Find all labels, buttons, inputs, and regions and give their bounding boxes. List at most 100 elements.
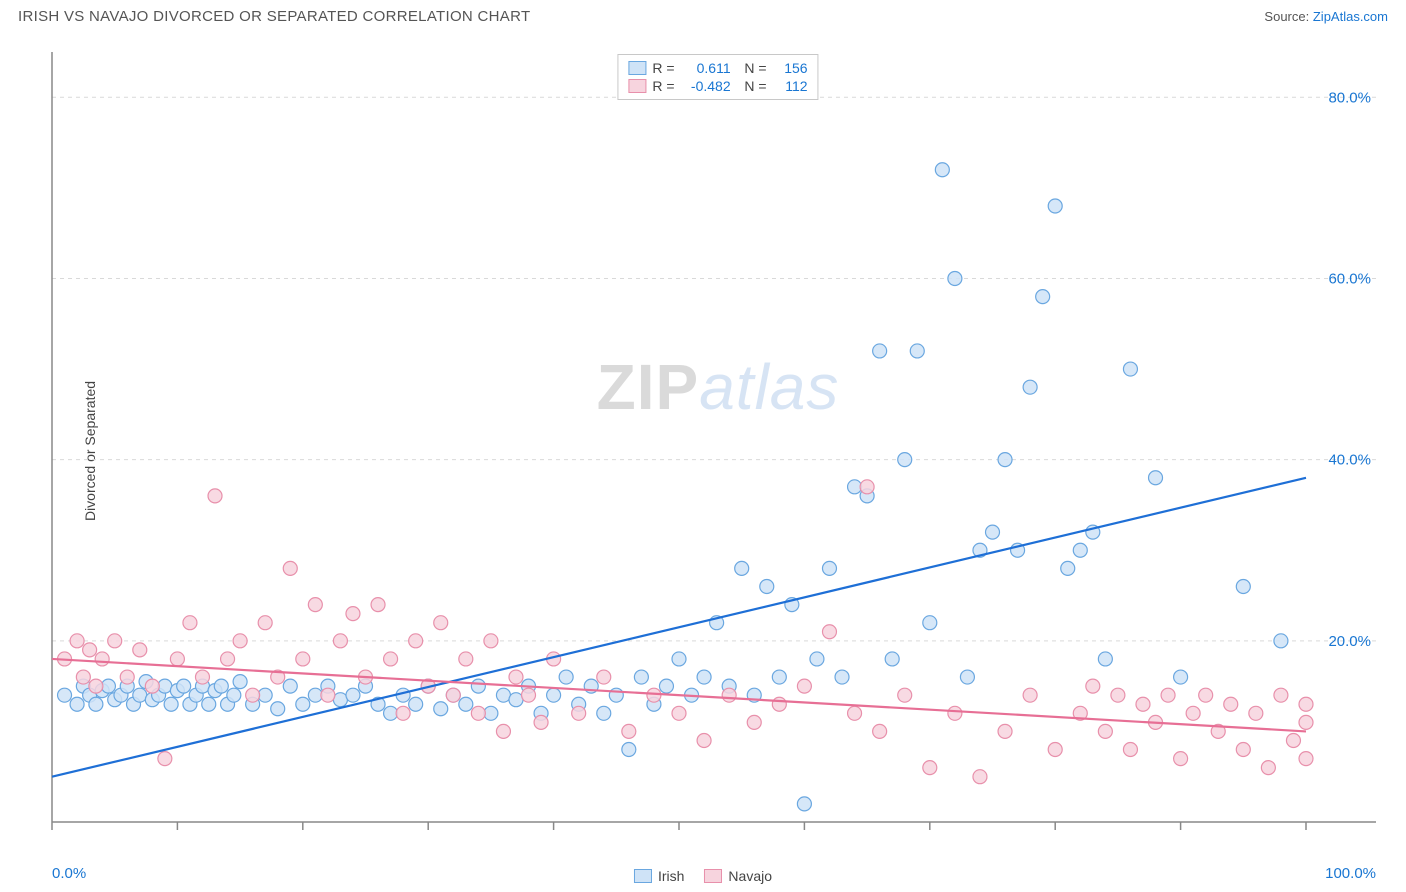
data-point-irish xyxy=(622,743,636,757)
data-point-irish xyxy=(986,525,1000,539)
data-point-navajo xyxy=(170,652,184,666)
legend-swatch xyxy=(634,869,652,883)
data-point-navajo xyxy=(133,643,147,657)
data-point-irish xyxy=(283,679,297,693)
n-label: N = xyxy=(737,78,767,94)
data-point-irish xyxy=(70,697,84,711)
data-point-irish xyxy=(797,797,811,811)
data-point-irish xyxy=(1123,362,1137,376)
n-value: 112 xyxy=(773,78,808,94)
data-point-irish xyxy=(873,344,887,358)
data-point-navajo xyxy=(522,688,536,702)
source-label: Source: xyxy=(1264,9,1309,24)
legend-label: Navajo xyxy=(728,868,772,884)
trend-line-irish xyxy=(52,478,1306,777)
data-point-irish xyxy=(1236,579,1250,593)
data-point-navajo xyxy=(346,607,360,621)
data-point-navajo xyxy=(208,489,222,503)
data-point-irish xyxy=(1048,199,1062,213)
data-point-navajo xyxy=(409,634,423,648)
r-label: R = xyxy=(652,60,674,76)
data-point-irish xyxy=(177,679,191,693)
source-attribution: Source: ZipAtlas.com xyxy=(1264,9,1388,24)
data-point-irish xyxy=(848,480,862,494)
data-point-navajo xyxy=(1236,743,1250,757)
data-point-navajo xyxy=(183,616,197,630)
data-point-navajo xyxy=(923,761,937,775)
data-point-navajo xyxy=(1086,679,1100,693)
data-point-irish xyxy=(346,688,360,702)
data-point-irish xyxy=(923,616,937,630)
data-point-irish xyxy=(1036,290,1050,304)
data-point-irish xyxy=(434,702,448,716)
x-axis-min-label: 0.0% xyxy=(52,865,86,882)
data-point-navajo xyxy=(772,697,786,711)
data-point-navajo xyxy=(70,634,84,648)
data-point-navajo xyxy=(83,643,97,657)
data-point-navajo xyxy=(697,733,711,747)
legend-item-irish: Irish xyxy=(634,868,684,884)
data-point-navajo xyxy=(258,616,272,630)
y-tick-label: 60.0% xyxy=(1328,270,1371,287)
data-point-irish xyxy=(308,688,322,702)
data-point-navajo xyxy=(797,679,811,693)
data-point-navajo xyxy=(998,724,1012,738)
data-point-navajo xyxy=(384,652,398,666)
data-point-irish xyxy=(271,702,285,716)
data-point-navajo xyxy=(873,724,887,738)
stats-legend-box: R = 0.611 N = 156 R = -0.482 N = 112 xyxy=(617,54,818,100)
data-point-navajo xyxy=(120,670,134,684)
data-point-irish xyxy=(760,579,774,593)
data-point-navajo xyxy=(296,652,310,666)
data-point-navajo xyxy=(1299,752,1313,766)
y-tick-label: 20.0% xyxy=(1328,633,1371,650)
data-point-navajo xyxy=(1299,715,1313,729)
data-point-irish xyxy=(1073,543,1087,557)
data-point-irish xyxy=(384,706,398,720)
data-point-navajo xyxy=(496,724,510,738)
data-point-irish xyxy=(233,675,247,689)
data-point-irish xyxy=(509,693,523,707)
data-point-irish xyxy=(822,561,836,575)
data-point-navajo xyxy=(145,679,159,693)
data-point-navajo xyxy=(1048,743,1062,757)
data-point-irish xyxy=(484,706,498,720)
data-point-irish xyxy=(133,688,147,702)
data-point-navajo xyxy=(484,634,498,648)
data-point-irish xyxy=(998,453,1012,467)
data-point-irish xyxy=(948,271,962,285)
data-point-irish xyxy=(672,652,686,666)
data-point-navajo xyxy=(1249,706,1263,720)
data-point-navajo xyxy=(246,688,260,702)
data-point-navajo xyxy=(1199,688,1213,702)
data-point-irish xyxy=(227,688,241,702)
data-point-irish xyxy=(258,688,272,702)
data-point-navajo xyxy=(722,688,736,702)
header: IRISH VS NAVAJO DIVORCED OR SEPARATED CO… xyxy=(0,0,1406,29)
stats-row-navajo: R = -0.482 N = 112 xyxy=(628,77,807,95)
data-point-navajo xyxy=(1274,688,1288,702)
data-point-navajo xyxy=(396,706,410,720)
data-point-irish xyxy=(1174,670,1188,684)
data-point-irish xyxy=(214,679,228,693)
data-point-irish xyxy=(101,679,115,693)
data-point-irish xyxy=(960,670,974,684)
source-link[interactable]: ZipAtlas.com xyxy=(1313,9,1388,24)
data-point-irish xyxy=(1149,471,1163,485)
data-point-navajo xyxy=(233,634,247,648)
data-point-irish xyxy=(772,670,786,684)
y-tick-label: 40.0% xyxy=(1328,452,1371,469)
chart-container: Divorced or Separated 20.0%40.0%60.0%80.… xyxy=(50,50,1386,852)
data-point-navajo xyxy=(459,652,473,666)
data-point-irish xyxy=(1098,652,1112,666)
data-point-navajo xyxy=(89,679,103,693)
data-point-navajo xyxy=(95,652,109,666)
data-point-navajo xyxy=(647,688,661,702)
data-point-irish xyxy=(89,697,103,711)
data-point-navajo xyxy=(1161,688,1175,702)
data-point-navajo xyxy=(1174,752,1188,766)
data-point-irish xyxy=(898,453,912,467)
data-point-irish xyxy=(659,679,673,693)
legend-label: Irish xyxy=(658,868,684,884)
data-point-irish xyxy=(333,693,347,707)
